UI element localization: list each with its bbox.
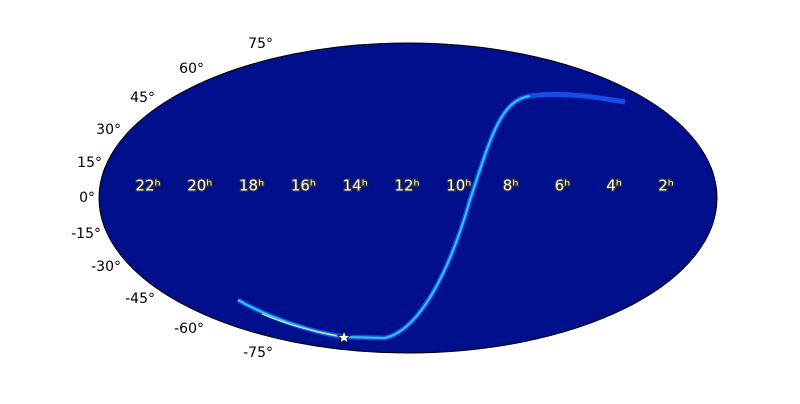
ra-label: 4ʰ xyxy=(606,177,622,195)
ra-label: 10ʰ xyxy=(446,177,471,195)
lat-label: 0° xyxy=(79,190,95,206)
ra-label: 6ʰ xyxy=(555,177,571,195)
ra-label: 20ʰ xyxy=(187,177,212,195)
lat-label: 45° xyxy=(130,90,155,106)
ra-label: 14ʰ xyxy=(343,177,368,195)
lat-label: 60° xyxy=(179,61,204,77)
ra-label: 2ʰ xyxy=(658,177,674,195)
probability-band xyxy=(236,91,626,341)
ra-label: 18ʰ xyxy=(239,177,264,195)
lat-label: -60° xyxy=(174,321,204,337)
source-star xyxy=(336,329,352,344)
ra-label: 12ʰ xyxy=(394,177,419,195)
ra-label: 16ʰ xyxy=(291,177,316,195)
lat-label: 30° xyxy=(96,122,121,138)
mollweide-ellipse xyxy=(98,42,718,354)
lat-label: 75° xyxy=(248,36,273,52)
lat-label: -15° xyxy=(71,226,101,242)
lat-label: -30° xyxy=(91,259,121,275)
lat-label: 15° xyxy=(77,155,102,171)
band-peak xyxy=(261,313,345,338)
lat-label: -75° xyxy=(243,345,273,361)
ra-label: 8ʰ xyxy=(503,177,519,195)
band-core xyxy=(237,95,531,340)
ra-label: 22ʰ xyxy=(135,177,160,195)
lat-label: -45° xyxy=(125,291,155,307)
